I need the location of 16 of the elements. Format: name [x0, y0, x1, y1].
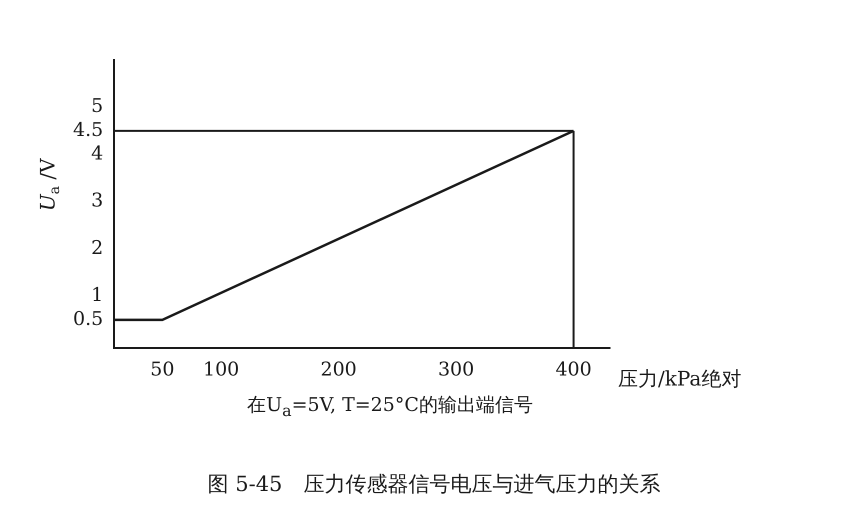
y-tick-label: 4: [91, 142, 104, 164]
y-tick-label: 4.5: [73, 118, 104, 141]
y-tick-label: 0.5: [73, 308, 104, 330]
x-axis-title: 压力/kPa绝对: [618, 366, 742, 390]
x-tick-label: 50: [150, 358, 174, 381]
text: 图 5-45 压力传感器信号电压与进气压力的关系: [206, 471, 662, 498]
y-tick-label: 5: [91, 95, 104, 118]
y-tick-label: 2: [91, 236, 104, 259]
x-tick-label: 200: [320, 358, 357, 381]
text: 在U$_{a}$=5V, T=25°C的输出端信号: [246, 393, 534, 420]
x-tick-label: 100: [202, 358, 240, 381]
y-axis-title: Ua /V: [35, 158, 63, 212]
x-tick-label: 300: [438, 358, 474, 381]
x-tick-label: 400: [555, 358, 592, 381]
y-tick-label: 3: [91, 190, 104, 212]
y-tick-label: 1: [91, 284, 104, 306]
